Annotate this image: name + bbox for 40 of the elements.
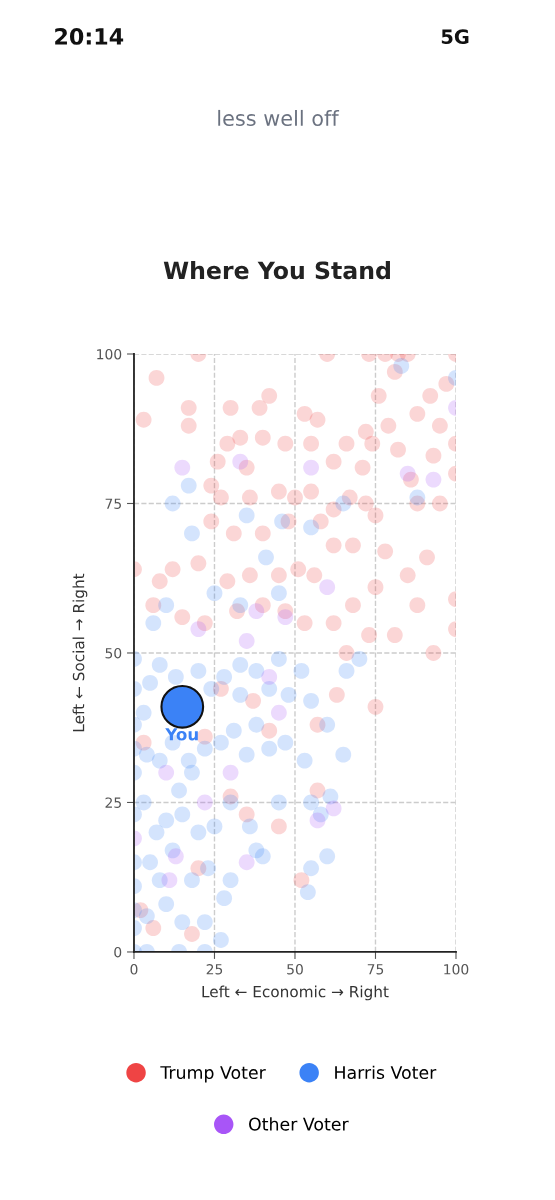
point <box>232 453 249 470</box>
y-tick-label: 25 <box>105 797 121 808</box>
point <box>399 465 416 482</box>
x-tick-label: 100 <box>444 964 469 975</box>
x-axis-title: Left ← Economic → Right <box>202 985 389 1001</box>
point <box>158 764 175 781</box>
point <box>174 459 191 476</box>
chart-title: Where You Stand <box>163 260 390 280</box>
point <box>270 704 287 721</box>
point <box>303 459 319 476</box>
y-tick-label: 75 <box>105 498 121 509</box>
y-tick-label: 100 <box>97 348 122 360</box>
point <box>425 471 442 488</box>
legend-label: Harris Voter <box>335 1065 437 1080</box>
point <box>196 794 213 811</box>
x-tick-label: 25 <box>206 964 223 975</box>
text: less well off <box>218 109 340 127</box>
point <box>319 579 336 596</box>
point <box>261 668 278 685</box>
y-axis-title: Left ← Social → Right <box>72 573 88 732</box>
point <box>238 633 255 649</box>
point <box>161 872 178 889</box>
y-tick-label: 0 <box>114 946 122 958</box>
point <box>222 764 239 781</box>
y-tick-label: 50 <box>105 647 122 659</box>
annotation: You <box>165 728 198 741</box>
point <box>325 800 342 817</box>
x-tick-label: 75 <box>367 964 384 975</box>
point <box>248 603 265 620</box>
x-tick-label: 0 <box>130 964 138 975</box>
point <box>167 848 184 865</box>
point <box>190 621 207 637</box>
legend-label: Trump Voter <box>160 1066 266 1083</box>
text: 20:14 <box>55 28 124 45</box>
legend-label: Other Voter <box>249 1117 349 1131</box>
x-tick-label: 50 <box>287 964 303 975</box>
point <box>238 854 255 871</box>
point <box>309 812 326 829</box>
point <box>277 609 294 626</box>
text: 5G <box>441 29 469 45</box>
